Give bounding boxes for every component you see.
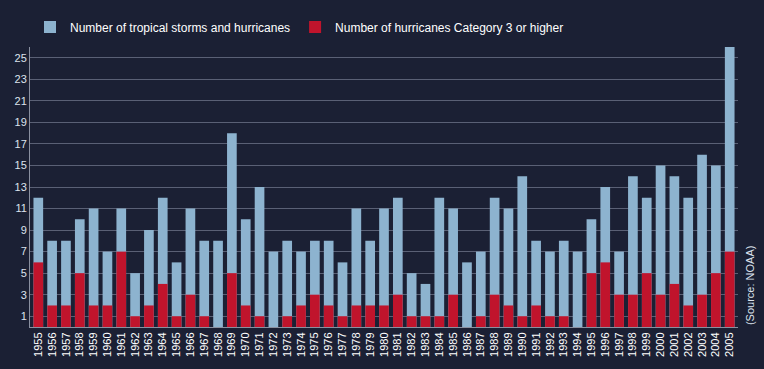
svg-text:9: 9 [21,224,27,236]
svg-text:1972: 1972 [267,332,279,356]
svg-text:1997: 1997 [613,332,625,356]
svg-text:1955: 1955 [32,332,44,356]
svg-text:1987: 1987 [474,332,486,356]
svg-text:Number of tropical storms and: Number of tropical storms and hurricanes [70,21,290,35]
svg-text:1968: 1968 [212,332,224,356]
svg-text:1986: 1986 [461,332,473,356]
svg-text:1985: 1985 [447,332,459,356]
svg-text:2002: 2002 [682,332,694,356]
svg-text:1998: 1998 [626,332,638,356]
svg-text:1995: 1995 [585,332,597,356]
svg-text:1975: 1975 [308,332,320,356]
svg-text:1989: 1989 [502,332,514,356]
svg-text:1984: 1984 [433,332,445,356]
svg-text:1970: 1970 [239,332,251,356]
svg-text:1981: 1981 [391,332,403,356]
svg-text:2004: 2004 [709,332,721,356]
svg-text:1976: 1976 [322,332,334,356]
svg-text:1971: 1971 [253,332,265,356]
svg-text:1967: 1967 [198,332,210,356]
svg-text:5: 5 [21,267,27,279]
svg-text:1: 1 [21,310,27,322]
svg-text:1996: 1996 [599,332,611,356]
svg-text:1974: 1974 [295,332,307,356]
svg-text:1969: 1969 [225,332,237,356]
svg-text:11: 11 [15,202,26,214]
svg-text:15: 15 [15,159,27,171]
svg-text:Number of hurricanes Category: Number of hurricanes Category 3 or highe… [335,21,563,35]
svg-text:1991: 1991 [530,332,542,356]
svg-text:1964: 1964 [156,332,168,356]
svg-text:1961: 1961 [115,332,127,356]
svg-text:2003: 2003 [696,332,708,356]
svg-text:2001: 2001 [668,332,680,356]
svg-text:1977: 1977 [336,332,348,356]
svg-text:(Source: NOAA): (Source: NOAA) [744,246,756,325]
svg-text:1965: 1965 [170,332,182,356]
svg-text:17: 17 [15,138,27,150]
svg-text:1994: 1994 [571,332,583,356]
svg-text:1982: 1982 [405,332,417,356]
svg-text:1958: 1958 [73,332,85,356]
svg-text:23: 23 [15,73,27,85]
svg-text:2005: 2005 [723,332,735,356]
svg-text:1992: 1992 [544,332,556,356]
svg-text:7: 7 [21,245,27,257]
svg-text:3: 3 [21,289,27,301]
svg-text:1960: 1960 [101,332,113,356]
svg-text:1973: 1973 [281,332,293,356]
svg-text:1959: 1959 [87,332,99,356]
svg-text:1966: 1966 [184,332,196,356]
svg-text:1983: 1983 [419,332,431,356]
svg-text:19: 19 [15,116,27,128]
svg-text:25: 25 [15,52,27,64]
svg-text:1999: 1999 [640,332,652,356]
svg-text:1979: 1979 [364,332,376,356]
svg-text:1993: 1993 [557,332,569,356]
svg-text:1990: 1990 [516,332,528,356]
svg-text:1962: 1962 [129,332,141,356]
svg-text:1980: 1980 [378,332,390,356]
svg-text:2000: 2000 [654,332,666,356]
svg-text:1963: 1963 [142,332,154,356]
svg-text:1957: 1957 [60,332,72,356]
svg-text:1978: 1978 [350,332,362,356]
svg-text:1956: 1956 [46,332,58,356]
svg-text:1988: 1988 [488,332,500,356]
svg-text:13: 13 [15,181,27,193]
svg-text:21: 21 [15,95,27,107]
